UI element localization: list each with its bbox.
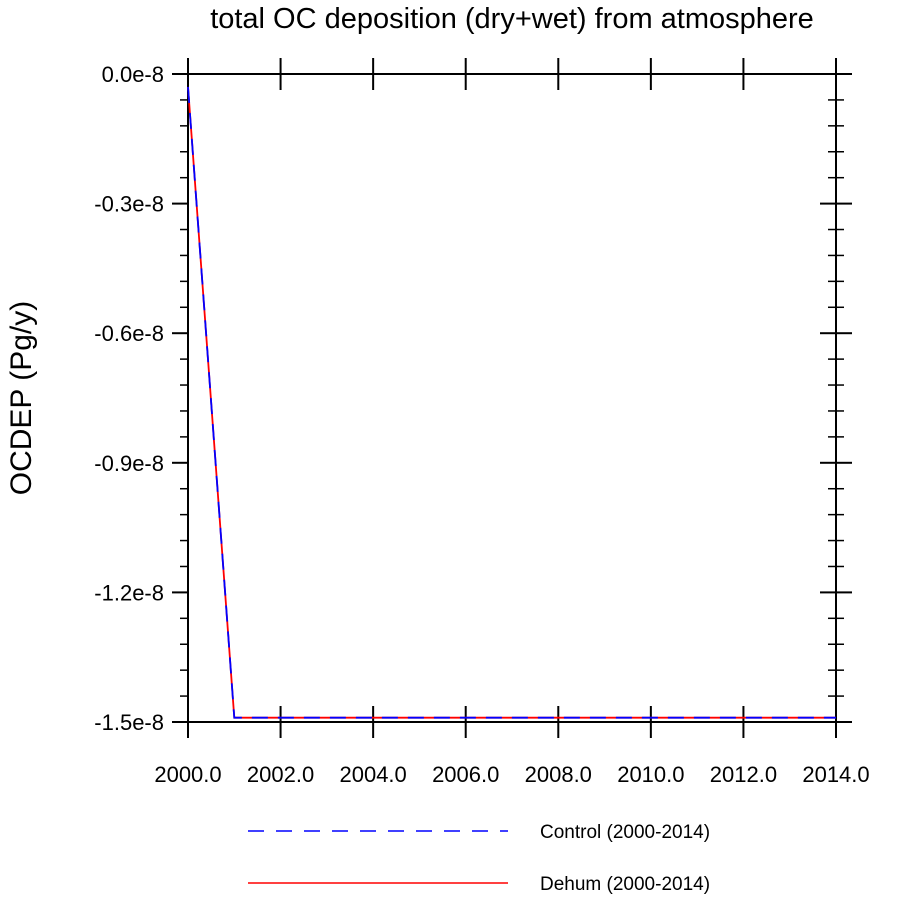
chart-title: total OC deposition (dry+wet) from atmos… [210,3,814,35]
x-tick-label: 2012.0 [710,762,777,787]
x-tick-label: 2000.0 [154,762,221,787]
legend: Control (2000-2014) Dehum (2000-2014) [248,822,710,895]
y-tick-labels: 0.0e-8 -0.3e-8 -0.6e-8 -0.9e-8 -1.2e-8 -1.5e-… [94,62,164,735]
x-tick-label: 2014.0 [802,762,869,787]
series-lines [187,86,836,719]
series-line-control [187,86,836,719]
y-tick-label: -0.6e-8 [94,321,164,346]
y-tick-label: -0.9e-8 [94,451,164,476]
x-tick-labels: 2000.0 2002.0 2004.0 2006.0 2008.0 2010.0 2012… [154,762,869,787]
legend-label-control: Control (2000-2014) [540,822,710,843]
axis-ticks [172,58,852,738]
x-tick-label: 2008.0 [525,762,592,787]
x-tick-label: 2002.0 [247,762,314,787]
y-tick-label: -1.2e-8 [94,580,164,605]
y-tick-label: -1.5e-8 [94,710,164,735]
legend-label-dehum: Dehum (2000-2014) [540,874,710,895]
x-tick-label: 2004.0 [339,762,406,787]
x-tick-label: 2006.0 [432,762,499,787]
series-line-dehum [187,86,836,719]
x-tick-label: 2010.0 [617,762,684,787]
y-axis-label: OCDEP (Pg/y) [5,301,38,496]
plot-frame [187,73,837,723]
y-tick-label: 0.0e-8 [102,62,164,87]
y-tick-label: -0.3e-8 [94,192,164,217]
